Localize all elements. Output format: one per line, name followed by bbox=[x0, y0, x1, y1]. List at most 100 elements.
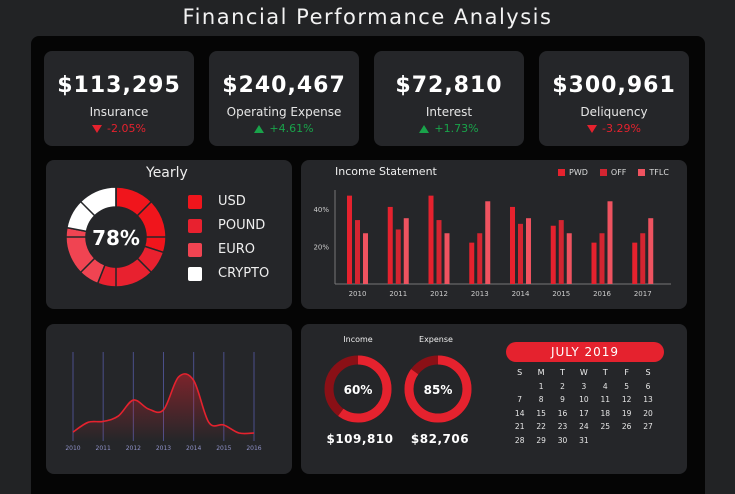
calendar-week-row: 21 22 23 24 25 26 27 bbox=[509, 420, 659, 434]
calendar-day[interactable]: 12 bbox=[621, 395, 632, 405]
income-gauge: 60% bbox=[324, 355, 392, 423]
calendar-dow-row: S M T W T F S bbox=[509, 366, 659, 380]
kpi-change: -3.29% bbox=[539, 122, 689, 135]
calendar-day[interactable]: 29 bbox=[536, 435, 546, 445]
calendar-week-row: 1 2 3 4 5 6 bbox=[509, 380, 659, 394]
legend-label: EURO bbox=[218, 242, 255, 257]
yearly-donut-chart: 78% bbox=[65, 186, 167, 288]
area-x-tick: 2012 bbox=[126, 445, 141, 452]
legend-swatch bbox=[188, 218, 202, 233]
legend-swatch bbox=[188, 242, 202, 257]
calendar-day[interactable]: 3 bbox=[581, 381, 587, 391]
donut-divider bbox=[136, 201, 152, 217]
legend-label: POUND bbox=[218, 218, 266, 233]
kpi-value: $240,467 bbox=[222, 73, 346, 98]
bar-pwd-2012 bbox=[428, 195, 434, 284]
kpi-change-text: +1.73% bbox=[434, 122, 479, 135]
bar-off-2015 bbox=[558, 220, 564, 284]
bar-tflc-2013 bbox=[485, 201, 491, 284]
kpi-card-deliquency[interactable]: $300,961 Deliquency -3.29% bbox=[539, 51, 689, 146]
calendar-day[interactable]: 22 bbox=[536, 422, 546, 432]
income-expense-calendar-card: Income Expense 60% 85% $109,810 $82,706 … bbox=[301, 324, 687, 474]
bar-tflc-2014 bbox=[526, 218, 531, 284]
bar-tflc-2011 bbox=[403, 218, 409, 284]
calendar-day[interactable]: 5 bbox=[624, 381, 630, 391]
kpi-card-interest[interactable]: $72,810 Interest +1.73% bbox=[374, 51, 524, 146]
area-fill bbox=[73, 373, 254, 441]
arrow-up-icon bbox=[254, 125, 265, 133]
calendar-dow: T bbox=[602, 368, 608, 377]
calendar-day[interactable]: 1 bbox=[538, 381, 544, 391]
calendar-day[interactable]: 14 bbox=[514, 408, 525, 418]
trend-area-chart: 2010 2011 2012 2013 2014 2015 2016 bbox=[65, 352, 262, 452]
legend-item-pound: POUND bbox=[188, 218, 265, 233]
calendar-day[interactable]: 7 bbox=[517, 395, 523, 405]
calendar-weeks: 1 2 3 4 5 6 7 8 9 10 11 12 13 14 15 16 17 18 19 20 21 22 23 24 2… bbox=[509, 380, 659, 448]
calendar-day[interactable]: 21 bbox=[514, 422, 525, 432]
bar-tflc-2015 bbox=[566, 233, 572, 284]
arrow-up-icon bbox=[419, 125, 430, 133]
income-label: Income bbox=[343, 335, 373, 344]
calendar-day[interactable]: 19 bbox=[621, 408, 632, 418]
bar-tflc-2010 bbox=[363, 233, 368, 284]
bar-pwd-2013 bbox=[469, 242, 475, 284]
bar-off-2011 bbox=[395, 229, 401, 284]
arrow-down-icon bbox=[587, 125, 598, 133]
calendar-day[interactable]: 15 bbox=[536, 408, 546, 418]
calendar-day bbox=[595, 434, 616, 448]
area-x-tick: 2016 bbox=[246, 445, 261, 452]
bar-x-tick: 2016 bbox=[593, 290, 611, 298]
calendar-day[interactable]: 31 bbox=[579, 435, 589, 445]
bar-pwd-2011 bbox=[387, 206, 393, 284]
calendar-day[interactable]: 25 bbox=[600, 422, 611, 432]
bar-x-tick: 2017 bbox=[634, 290, 652, 298]
calendar-day[interactable]: 18 bbox=[600, 408, 611, 418]
legend-item-pwd: PWD bbox=[558, 168, 588, 177]
area-line bbox=[72, 373, 255, 435]
calendar-day[interactable]: 4 bbox=[602, 381, 608, 391]
bar-y-tick: 20% bbox=[313, 243, 329, 251]
calendar-day[interactable]: 9 bbox=[560, 395, 565, 405]
page-title: Financial Performance Analysis bbox=[182, 5, 553, 29]
calendar-day[interactable]: 16 bbox=[557, 408, 568, 418]
income-statement-card: Income Statement PWD OFF TFLC 20% 40% 2010… bbox=[301, 160, 687, 309]
area-x-tick: 2010 bbox=[65, 445, 80, 452]
calendar-dow: W bbox=[579, 368, 588, 377]
calendar-day[interactable]: 24 bbox=[579, 422, 589, 432]
calendar-month-header[interactable]: JULY 2019 bbox=[506, 342, 664, 362]
calendar-day[interactable]: 20 bbox=[643, 408, 653, 418]
calendar-day[interactable]: 6 bbox=[645, 381, 651, 391]
area-x-tick: 2013 bbox=[156, 445, 171, 452]
bar-x-tick: 2015 bbox=[552, 290, 570, 298]
bar-pwd-2015 bbox=[550, 225, 556, 284]
legend-label: CRYPTO bbox=[218, 266, 270, 281]
bar-x-tick: 2012 bbox=[430, 290, 448, 298]
calendar-day[interactable]: 28 bbox=[514, 435, 525, 445]
expense-gauge: 85% bbox=[404, 355, 472, 423]
calendar-week-row: 14 15 16 17 18 19 20 bbox=[509, 407, 659, 421]
calendar-day[interactable]: 30 bbox=[557, 435, 568, 445]
calendar-day[interactable]: 11 bbox=[600, 395, 611, 405]
calendar-day[interactable]: 10 bbox=[579, 395, 589, 405]
bar-off-2012 bbox=[436, 220, 442, 284]
legend-item-crypto: CRYPTO bbox=[188, 266, 269, 281]
kpi-value: $72,810 bbox=[395, 73, 503, 98]
calendar-day[interactable]: 23 bbox=[557, 422, 568, 432]
bar-x-tick: 2014 bbox=[512, 290, 530, 298]
legend-item-usd: USD bbox=[188, 194, 246, 209]
calendar-day[interactable]: 27 bbox=[643, 422, 653, 432]
income-statement-legend: PWD OFF TFLC bbox=[558, 168, 669, 177]
bar-x-tick: 2010 bbox=[349, 290, 367, 298]
calendar-day[interactable]: 13 bbox=[643, 395, 653, 405]
kpi-card-insurance[interactable]: $113,295 Insurance -2.05% bbox=[44, 51, 194, 146]
calendar-day[interactable]: 2 bbox=[560, 381, 565, 391]
calendar-day bbox=[637, 434, 658, 448]
kpi-card-operating-expense[interactable]: $240,467 Operating Expense +4.61% bbox=[209, 51, 359, 146]
calendar-day[interactable]: 8 bbox=[538, 395, 544, 405]
bar-pwd-2010 bbox=[347, 195, 352, 284]
bar-off-2013 bbox=[477, 233, 483, 284]
calendar-day[interactable]: 17 bbox=[579, 408, 589, 418]
kpi-label: Operating Expense bbox=[226, 105, 342, 119]
calendar-day[interactable]: 26 bbox=[621, 422, 632, 432]
bar-pwd-2016 bbox=[591, 242, 597, 284]
